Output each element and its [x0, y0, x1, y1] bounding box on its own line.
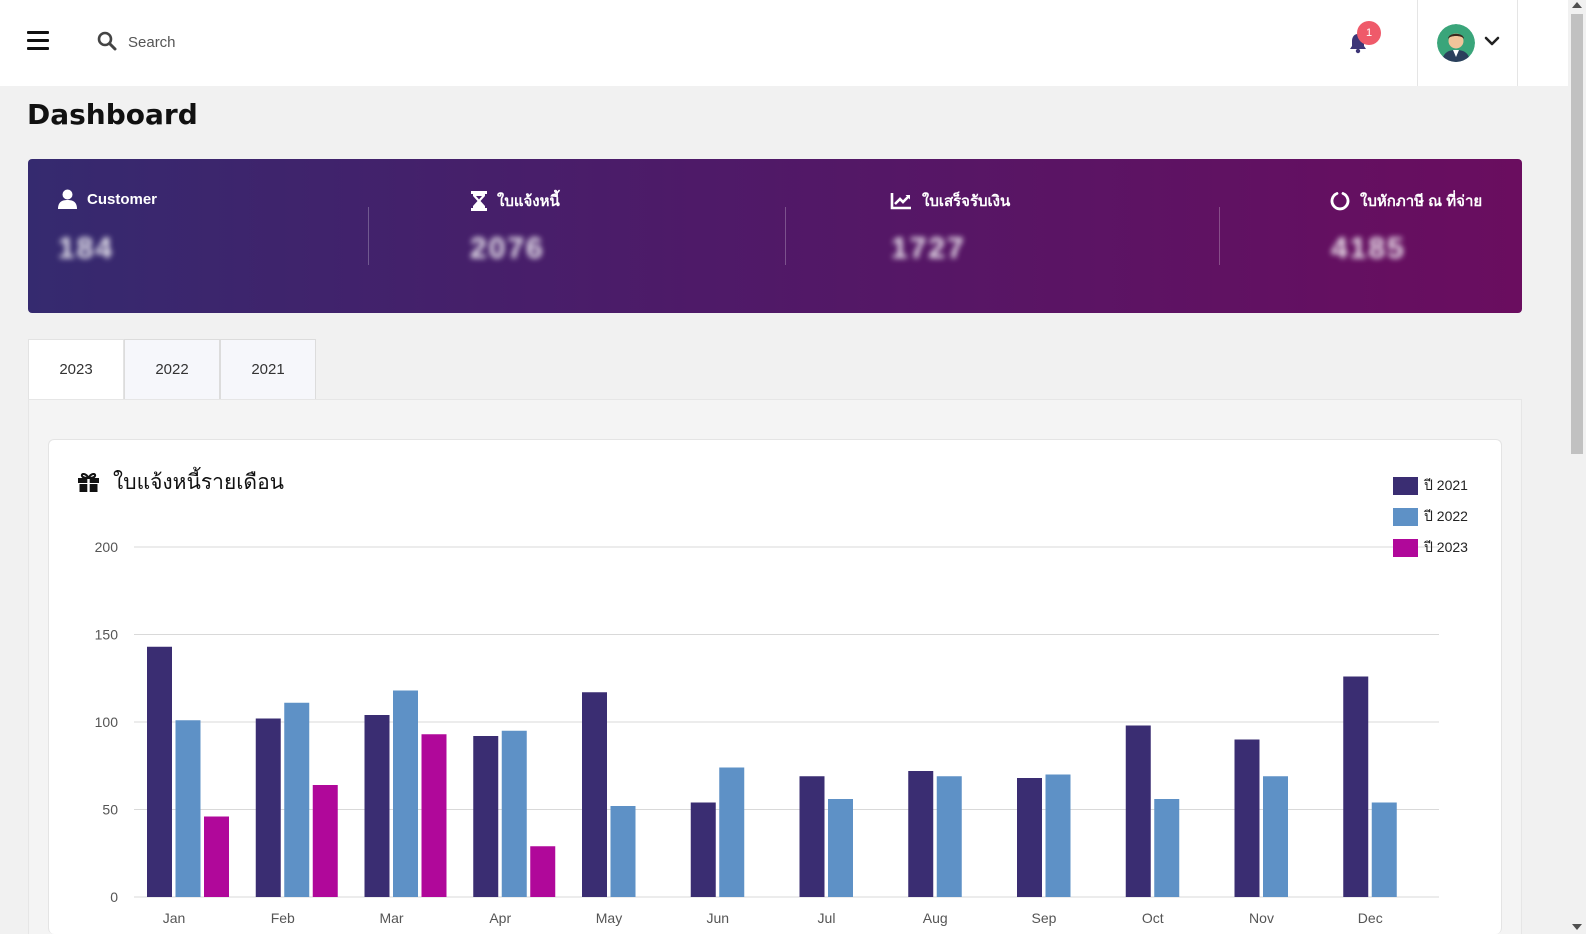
stat-withholding-tax: ใบหักภาษี ณ ที่จ่าย 4185 [1328, 159, 1522, 313]
bar [255, 718, 281, 897]
bar [719, 767, 745, 897]
hamburger-icon[interactable] [27, 31, 49, 51]
x-tick-label: Dec [1358, 910, 1383, 926]
search-icon[interactable] [97, 31, 117, 51]
bar [1234, 739, 1260, 897]
bar [1263, 776, 1288, 897]
scrollbar-thumb[interactable] [1571, 14, 1583, 454]
scroll-up-icon[interactable] [1572, 2, 1582, 8]
chevron-down-icon[interactable] [1484, 34, 1500, 48]
legend-swatch [1393, 476, 1418, 495]
legend-label: ปี 2021 [1424, 476, 1468, 493]
legend-item-2023[interactable]: ปี 2023 [1393, 532, 1468, 563]
year-tabs: 2023 2022 2021 [28, 339, 316, 399]
bar [473, 736, 499, 897]
y-tick-label: 200 [95, 539, 119, 555]
x-tick-label: Feb [271, 910, 295, 926]
x-tick-label: Jun [706, 910, 729, 926]
gift-icon [78, 473, 99, 492]
bar [501, 730, 527, 897]
x-tick-label: Aug [923, 910, 948, 926]
bar [364, 715, 390, 897]
x-tick-label: Sep [1032, 910, 1057, 926]
user-icon [58, 189, 77, 209]
bar [1154, 799, 1180, 897]
bar [284, 702, 310, 897]
stat-value: 1727 [891, 232, 966, 265]
tab-2022[interactable]: 2022 [124, 339, 220, 399]
bar [799, 776, 825, 897]
stats-banner: Customer 184 ใบแจ้งหนี้ 2076 ใบเสร็จรับเ… [28, 159, 1522, 313]
stat-invoices: ใบแจ้งหนี้ 2076 [468, 159, 778, 313]
stat-label: ใบเสร็จรับเงิน [922, 193, 1011, 210]
chart-legend: ปี 2021 ปี 2022 ปี 2023 [1393, 470, 1468, 563]
divider [1219, 207, 1220, 265]
legend-label: ปี 2022 [1424, 507, 1468, 524]
legend-item-2021[interactable]: ปี 2021 [1393, 470, 1468, 501]
hourglass-icon [471, 191, 487, 211]
x-tick-label: Nov [1249, 910, 1274, 926]
bar [1017, 778, 1042, 897]
legend-item-2022[interactable]: ปี 2022 [1393, 501, 1468, 532]
avatar[interactable] [1437, 24, 1475, 62]
x-tick-label: Oct [1142, 910, 1164, 926]
search-input[interactable] [128, 29, 428, 55]
legend-swatch [1393, 507, 1418, 526]
bar [582, 692, 607, 897]
divider [785, 207, 786, 265]
legend-swatch [1393, 538, 1418, 557]
bar [312, 785, 338, 897]
bar [908, 771, 934, 897]
stat-receipts: ใบเสร็จรับเงิน 1727 [888, 159, 1218, 313]
x-tick-label: May [596, 910, 622, 926]
y-tick-label: 0 [110, 889, 118, 905]
page-title: Dashboard [27, 98, 198, 131]
tab-2023[interactable]: 2023 [28, 339, 124, 399]
bar [690, 802, 716, 897]
stat-customer: Customer 184 [28, 159, 368, 313]
monthly-invoice-chart: 0 50 100 150 200 Jan Feb Mar Apr May Jun Jul Aug Sep O… [95, 539, 1439, 926]
user-menu[interactable] [1417, 0, 1518, 86]
stat-value: 4185 [1331, 232, 1406, 265]
circle-notch-icon [1330, 192, 1350, 211]
scroll-down-icon[interactable] [1572, 924, 1582, 930]
bar [421, 734, 447, 897]
bar [1045, 774, 1071, 897]
bar [828, 799, 853, 897]
bar [530, 846, 556, 897]
x-tick-label: Mar [379, 910, 403, 926]
bar [1125, 725, 1151, 897]
notification-badge: 1 [1357, 21, 1381, 45]
divider [368, 207, 369, 265]
bar [1371, 802, 1397, 897]
top-bar: 1 [0, 0, 1568, 86]
stat-label: ใบแจ้งหนี้ [497, 193, 560, 210]
bar [147, 646, 172, 897]
y-tick-label: 50 [102, 802, 118, 818]
y-tick-label: 150 [95, 627, 119, 643]
legend-label: ปี 2023 [1424, 538, 1468, 555]
stat-label: ใบหักภาษี ณ ที่จ่าย [1360, 193, 1483, 210]
line-chart-icon [890, 193, 911, 210]
stat-value: 184 [58, 232, 115, 265]
y-tick-label: 100 [95, 714, 119, 730]
stat-label: Customer [87, 190, 158, 208]
x-tick-label: Apr [489, 910, 511, 926]
chart-title: ใบแจ้งหนี้รายเดือน [78, 466, 284, 499]
stat-value: 2076 [470, 232, 545, 265]
bar [204, 816, 229, 897]
x-tick-label: Jan [163, 910, 186, 926]
bar [1343, 676, 1369, 897]
bar [175, 720, 201, 897]
bar [610, 806, 636, 897]
chart-title-text: ใบแจ้งหนี้รายเดือน [113, 470, 285, 494]
x-tick-label: Jul [818, 910, 836, 926]
tab-2021[interactable]: 2021 [220, 339, 316, 399]
bar [393, 690, 418, 897]
bar [936, 776, 962, 897]
